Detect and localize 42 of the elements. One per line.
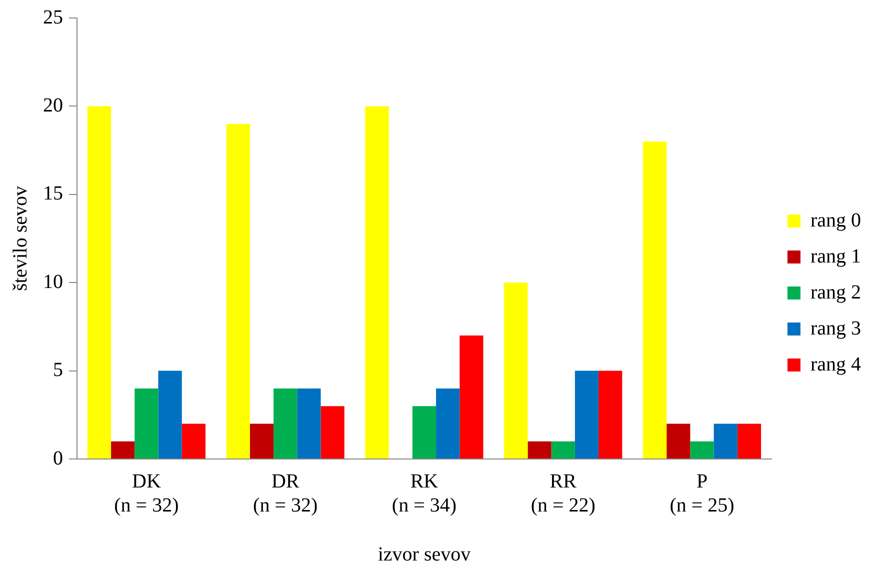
bar	[714, 424, 738, 458]
y-tick-label: 20	[43, 94, 63, 116]
bar	[87, 106, 112, 458]
x-tick-label: DR (n = 32)	[253, 470, 318, 516]
legend-label: rang 0	[810, 209, 862, 232]
bar	[365, 106, 389, 458]
bar	[642, 141, 667, 458]
bar	[528, 441, 552, 458]
bar	[274, 388, 298, 458]
y-tick-label: 5	[53, 359, 63, 382]
bar	[226, 124, 250, 458]
bar	[504, 282, 528, 458]
x-tick-label: RR (n = 22)	[530, 470, 596, 516]
bar	[182, 424, 206, 458]
bar	[158, 370, 182, 458]
bar	[436, 388, 460, 458]
x-tick-label: RK (n = 34)	[392, 470, 457, 516]
bar	[737, 424, 762, 458]
bar	[134, 388, 158, 458]
legend-label: rang 4	[810, 353, 862, 376]
x-tick-label: DK (n = 32)	[114, 470, 179, 516]
y-tick-label: 15	[43, 182, 63, 205]
y-axis-title: število sevov	[9, 186, 32, 291]
x-tick-label: P (n = 25)	[670, 470, 734, 516]
legend-label: rang 3	[810, 317, 862, 340]
bar	[690, 441, 714, 458]
bar	[666, 424, 690, 458]
bar	[574, 370, 599, 458]
legend-label: rang 1	[810, 245, 862, 268]
x-axis-title: izvor sevov	[378, 543, 471, 566]
bar	[412, 406, 436, 458]
legend-label: rang 2	[810, 281, 862, 304]
y-tick-label: 0	[53, 447, 63, 470]
bar	[320, 406, 344, 458]
y-tick-label: 25	[43, 6, 63, 28]
bar	[250, 424, 274, 458]
bar	[297, 388, 321, 458]
y-tick-label: 10	[43, 270, 63, 293]
bar	[460, 336, 484, 458]
bar	[551, 441, 575, 458]
bar	[598, 370, 622, 458]
bar	[111, 441, 135, 458]
